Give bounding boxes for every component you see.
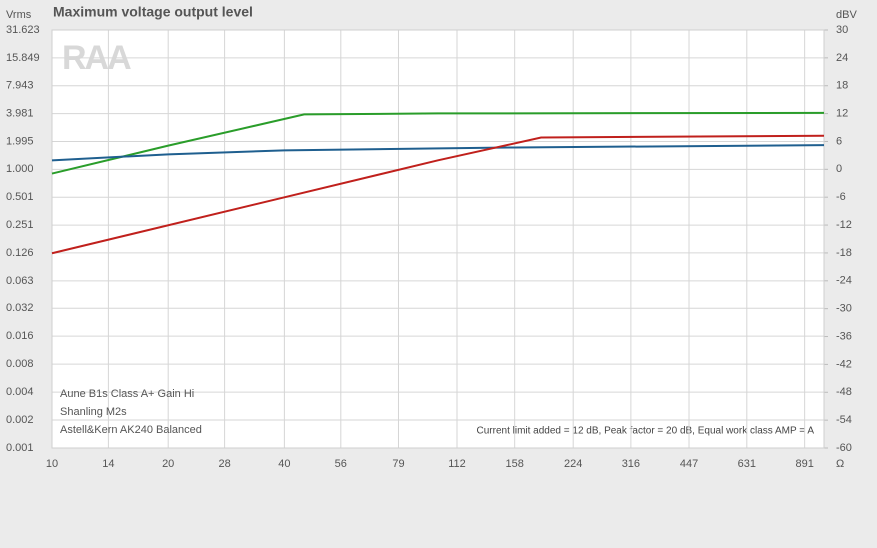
y-tick-label: 0.008 — [6, 358, 34, 370]
legend-entry: Aune B1s Class A+ Gain Hi — [60, 388, 194, 400]
series-line — [51, 134, 825, 255]
x-tick-label: 14 — [102, 458, 114, 470]
series-line — [51, 144, 825, 162]
y-axis-label: Vrms — [6, 9, 32, 21]
x-tick-label: 56 — [335, 458, 347, 470]
y-tick-label: 1.000 — [6, 163, 34, 175]
y-tick-label: 1.995 — [6, 135, 34, 147]
y2-tick-label: 18 — [836, 80, 848, 92]
y2-tick-label: -36 — [836, 330, 852, 342]
x-axis-label: Ω — [836, 458, 844, 470]
y-tick-label: 0.002 — [6, 414, 34, 426]
plot-area — [52, 30, 824, 448]
y-tick-label: 0.251 — [6, 219, 34, 231]
x-tick-label: 631 — [738, 458, 756, 470]
x-tick-label: 10 — [46, 458, 58, 470]
x-tick-label: 447 — [680, 458, 698, 470]
y-tick-label: 0.501 — [6, 191, 34, 203]
y-tick-label: 7.943 — [6, 80, 34, 92]
y2-tick-label: 24 — [836, 52, 848, 64]
x-tick-label: 28 — [218, 458, 230, 470]
x-tick-label: 224 — [564, 458, 582, 470]
y-tick-label: 0.001 — [6, 442, 34, 454]
y2-tick-label: 12 — [836, 108, 848, 120]
x-tick-label: 158 — [506, 458, 524, 470]
y2-tick-label: 30 — [836, 24, 848, 36]
y2-tick-label: 6 — [836, 135, 842, 147]
y2-tick-label: -24 — [836, 275, 852, 287]
x-tick-label: 20 — [162, 458, 174, 470]
y2-tick-label: -60 — [836, 442, 852, 454]
y2-tick-label: -42 — [836, 358, 852, 370]
legend-entry: Shanling M2s — [60, 406, 127, 418]
y-tick-label: 0.016 — [6, 330, 34, 342]
legend-entry: Astell&Kern AK240 Balanced — [60, 424, 202, 436]
x-tick-label: 112 — [448, 458, 466, 470]
y-tick-label: 0.063 — [6, 275, 34, 287]
y2-tick-label: -30 — [836, 303, 852, 315]
series-line — [51, 111, 825, 175]
y-tick-label: 15.849 — [6, 52, 40, 64]
x-tick-label: 79 — [392, 458, 404, 470]
y-tick-label: 3.981 — [6, 108, 34, 120]
y-tick-label: 0.004 — [6, 386, 34, 398]
y2-tick-label: -12 — [836, 219, 852, 231]
y2-tick-label: -48 — [836, 386, 852, 398]
plot-border — [51, 29, 825, 449]
x-tick-label: 316 — [622, 458, 640, 470]
x-tick-label: 40 — [278, 458, 290, 470]
chart-title: Maximum voltage output level — [53, 4, 253, 20]
y2-axis-label: dBV — [836, 9, 857, 21]
x-tick-label: 891 — [795, 458, 813, 470]
y-tick-label: 31.623 — [6, 24, 40, 36]
y2-tick-label: -18 — [836, 247, 852, 259]
y2-tick-label: -6 — [836, 191, 846, 203]
y-tick-label: 0.126 — [6, 247, 34, 259]
y-tick-label: 0.032 — [6, 302, 34, 314]
y2-tick-label: -54 — [836, 414, 852, 426]
y2-tick-label: 0 — [836, 163, 842, 175]
annotation: Current limit added = 12 dB, Peak factor… — [477, 426, 815, 437]
